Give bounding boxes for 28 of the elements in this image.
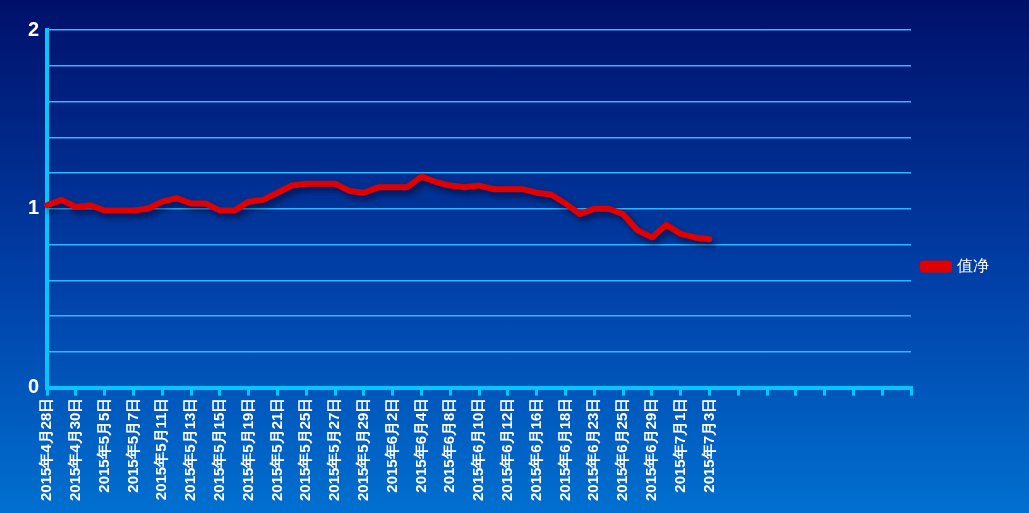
x-tick-label: 2015年6月12日 xyxy=(498,397,515,502)
x-tick-label: 2015年6月4日 xyxy=(411,397,429,493)
x-tick-label: 2015年4月28日 xyxy=(37,397,55,502)
x-tick-label: 2015年5月19日 xyxy=(238,397,256,502)
y-tick-label: 2 xyxy=(28,17,40,40)
x-tick-label: 2015年6月8日 xyxy=(440,397,458,493)
x-tick-label: 2015年5月29日 xyxy=(354,397,372,502)
x-tick-label: 2015年6月16日 xyxy=(526,397,544,502)
x-tick-label: 2015年5月13日 xyxy=(181,397,199,502)
y-tick-label: 1 xyxy=(28,196,40,219)
x-tick-label: 2015年5月7日 xyxy=(123,397,141,493)
x-tick-label: 2015年6月10日 xyxy=(469,397,487,502)
y-tick-label: 0 xyxy=(28,375,40,398)
x-tick-label: 2015年6月23日 xyxy=(584,397,602,502)
x-tick-label: 2015年5月11日 xyxy=(152,397,170,501)
x-tick-label: 2015年5月25日 xyxy=(296,397,314,502)
x-tick-label: 2015年6月2日 xyxy=(382,397,400,493)
x-tick-label: 2015年5月15日 xyxy=(210,397,228,502)
x-tick-label: 2015年6月18日 xyxy=(555,397,573,502)
x-tick-label: 2015年6月25日 xyxy=(613,397,631,502)
x-tick-label: 2015年4月30日 xyxy=(66,397,84,502)
x-tick-label: 2015年5月21日 xyxy=(267,397,285,502)
legend-label: 值净 xyxy=(957,255,989,275)
x-tick-label: 2015年7月1日 xyxy=(670,397,688,493)
x-tick-label: 2015年5月5日 xyxy=(94,397,112,493)
x-tick-label: 2015年7月3日 xyxy=(699,397,717,493)
x-tick-label: 2015年6月29日 xyxy=(641,397,659,502)
x-tick-label: 2015年5月27日 xyxy=(325,397,343,502)
